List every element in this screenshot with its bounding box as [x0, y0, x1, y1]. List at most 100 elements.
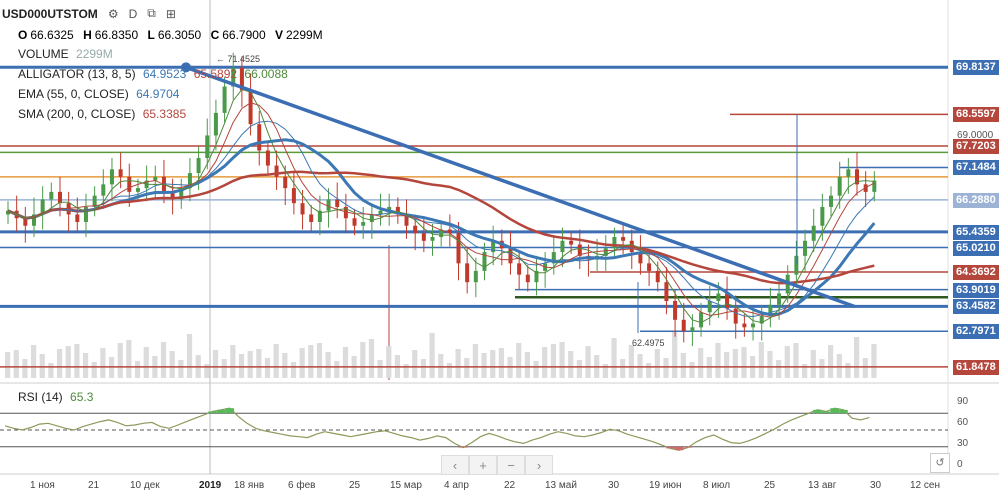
candle-body	[239, 67, 244, 91]
volume-bar	[576, 360, 582, 378]
candle-body	[482, 252, 487, 271]
volume-bar	[65, 346, 71, 378]
volume-bar	[368, 339, 375, 378]
high-marker-label: ← 71.4525	[216, 54, 261, 64]
volume-bar	[654, 349, 660, 378]
scroll-right-button[interactable]: ›	[525, 455, 553, 475]
volume-bar	[160, 342, 167, 378]
volume-legend[interactable]: VOLUME 2299M	[18, 47, 113, 63]
volume-bar	[862, 358, 868, 378]
volume-bar	[871, 344, 877, 378]
volume-bar	[325, 352, 331, 378]
volume-bar	[810, 350, 816, 378]
candle-body	[101, 184, 106, 196]
candle-body	[231, 67, 236, 87]
volume-bar	[524, 352, 530, 378]
candle-body	[517, 263, 522, 275]
volume-bar	[186, 334, 193, 378]
volume-bar	[784, 346, 790, 378]
date-tick-label: 22	[504, 480, 516, 491]
volume-bar	[533, 361, 539, 378]
layout-icon[interactable]: ⊞	[165, 6, 176, 21]
volume-bar	[238, 354, 245, 378]
trendline-handle	[181, 62, 191, 73]
close-value: 66.7900	[222, 28, 266, 42]
date-tick-label: 1 ноя	[30, 480, 55, 491]
rsi-tick-60: 60	[957, 417, 969, 428]
trendline-down	[185, 65, 856, 309]
candle-body	[153, 176, 158, 181]
rsi-legend[interactable]: RSI (14) 65.3	[18, 390, 97, 404]
volume-bar	[498, 348, 505, 378]
candle-body	[664, 282, 669, 301]
scroll-left-button[interactable]: ‹	[441, 455, 469, 475]
price-level-tag[interactable]: 67.7203	[953, 138, 999, 154]
volume-bar	[715, 343, 721, 378]
candle-body	[447, 229, 452, 234]
sma-legend-label: SMA (200, 0, CLOSE)	[18, 107, 136, 121]
volume-bar	[776, 360, 782, 378]
volume-bar	[689, 362, 695, 378]
gear-icon[interactable]: ⚙	[107, 6, 119, 21]
date-tick-label: 8 июл	[703, 480, 731, 491]
date-tick-label: 25	[349, 480, 361, 491]
candle-body	[49, 191, 54, 200]
price-level-tag[interactable]: 65.4359	[953, 224, 999, 240]
volume-bar	[455, 349, 461, 378]
volume-bar	[299, 348, 305, 378]
volume-bar	[412, 350, 418, 378]
price-level-tag[interactable]: 67.1484	[953, 160, 999, 176]
price-level-tag[interactable]: 63.4582	[953, 299, 999, 315]
price-level-tag[interactable]: 68.5597	[953, 107, 999, 123]
date-tick-label: 30	[608, 480, 620, 491]
candle-body	[413, 225, 418, 234]
zoom-out-button[interactable]: −	[497, 455, 525, 475]
interval-label[interactable]: D	[128, 6, 138, 21]
volume-bar	[264, 358, 271, 378]
candle-body	[733, 308, 738, 324]
volume-bar	[628, 345, 634, 378]
price-level-tag[interactable]: 62.7971	[953, 324, 999, 340]
candle-body	[820, 206, 825, 226]
volume-bar	[472, 344, 479, 378]
alligator-legend[interactable]: ALLIGATOR (13, 8, 5) 64.9523 65.5892 66.…	[18, 67, 292, 83]
price-level-tag[interactable]: 61.8478	[953, 359, 999, 375]
price-level-tag[interactable]: 69.8137	[953, 60, 999, 76]
price-level-tag[interactable]: 63.9019	[953, 282, 999, 298]
candle-body	[647, 263, 652, 271]
ema-legend[interactable]: EMA (55, 0, CLOSE) 64.9704	[18, 87, 183, 103]
low-value: 66.3050	[157, 28, 202, 42]
rsi-pane	[0, 407, 948, 451]
popout-icon[interactable]: ⧉	[147, 6, 156, 20]
volume-bar	[516, 343, 522, 378]
candle-body	[248, 90, 253, 125]
candle-body	[829, 195, 834, 207]
volume-legend-value: 2299M	[76, 47, 113, 61]
candle-body	[690, 327, 695, 332]
volume-bar	[290, 362, 297, 378]
candle-body	[274, 165, 279, 177]
volume-legend-label: VOLUME	[18, 47, 69, 61]
candle-body	[759, 316, 764, 324]
volume-bar	[126, 340, 132, 378]
candle-body	[473, 270, 478, 283]
ema-legend-value: 64.9704	[136, 87, 180, 101]
alligator-jaw-line	[7, 120, 875, 318]
volume-bar	[143, 347, 149, 378]
zoom-in-button[interactable]: +	[469, 455, 497, 475]
candle-body	[395, 206, 400, 215]
price-level-tag[interactable]: 65.0210	[953, 240, 999, 256]
date-tick-label: 10 дек	[130, 480, 160, 491]
alligator-teeth-line	[7, 102, 875, 318]
candle-body	[439, 229, 444, 238]
price-level-tag[interactable]: 66.2880	[953, 192, 999, 208]
sma-legend[interactable]: SMA (200, 0, CLOSE) 65.3385	[18, 107, 190, 123]
volume-bar	[680, 353, 686, 378]
candle-body	[170, 191, 175, 200]
volume-bar	[273, 344, 279, 378]
price-level-tag[interactable]: 64.3692	[953, 265, 999, 281]
reset-icon[interactable]: ↺	[930, 453, 950, 473]
close-label: C	[210, 28, 220, 42]
volume-bar	[758, 342, 764, 378]
